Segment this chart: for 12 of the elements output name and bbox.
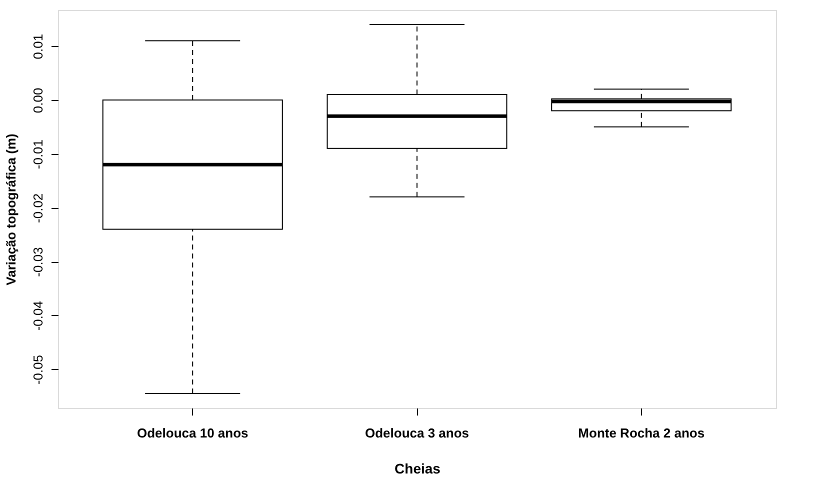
y-tick-label: 0.00: [30, 88, 46, 114]
y-tick-label: -0.01: [30, 139, 46, 170]
y-axis-title: Variação topográfica (m): [4, 134, 18, 286]
x-tick-label: Odelouca 10 anos: [136, 426, 248, 440]
y-tick-label: -0.05: [30, 354, 46, 385]
x-tick-label: Odelouca 3 anos: [364, 426, 470, 440]
y-tick-label: 0.01: [30, 34, 46, 60]
y-tick-label: -0.04: [30, 301, 46, 331]
y-tick-label: -0.03: [30, 247, 46, 277]
y-tick-label: -0.02: [30, 193, 46, 223]
x-axis-title: Cheias: [394, 460, 441, 476]
x-tick-label: Monte Rocha 2 anos: [578, 426, 705, 440]
